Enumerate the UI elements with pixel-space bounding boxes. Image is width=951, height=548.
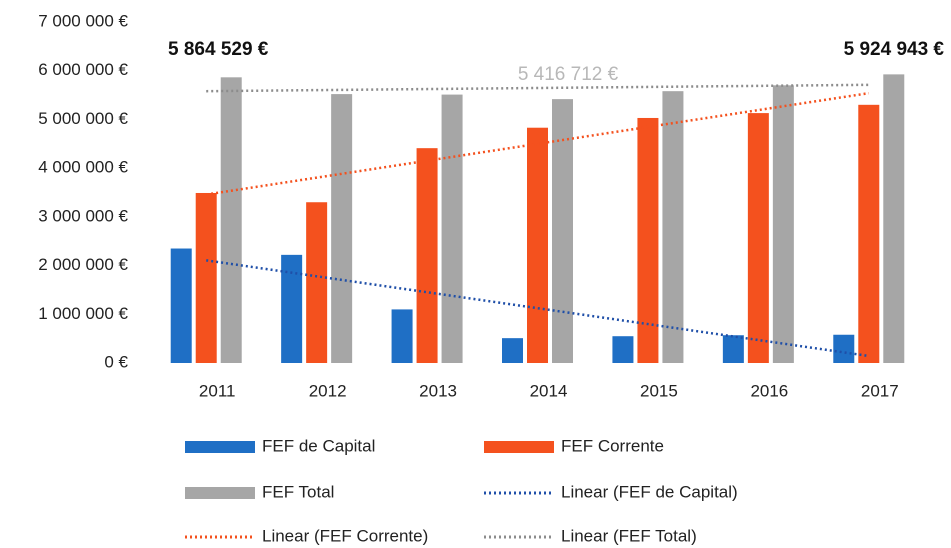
x-tick-label: 2012 bbox=[309, 381, 347, 400]
bar bbox=[306, 202, 328, 363]
y-tick-label: 3 000 000 € bbox=[38, 206, 128, 225]
bar bbox=[747, 113, 769, 364]
y-tick-label: 6 000 000 € bbox=[38, 60, 128, 79]
bar bbox=[858, 104, 880, 364]
y-tick-label: 4 000 000 € bbox=[38, 158, 128, 177]
legend-label: Linear (FEF de Capital) bbox=[561, 482, 738, 501]
legend-label: Linear (FEF Corrente) bbox=[262, 526, 428, 545]
legend-swatch bbox=[185, 487, 255, 499]
bar bbox=[331, 94, 353, 364]
x-tick-label: 2014 bbox=[530, 381, 568, 400]
y-tick-label: 2 000 000 € bbox=[38, 255, 128, 274]
annotation: 5 864 529 € bbox=[168, 39, 269, 60]
bar bbox=[883, 74, 905, 363]
y-tick-label: 1 000 000 € bbox=[38, 304, 128, 323]
bar bbox=[552, 99, 573, 363]
legend-swatch bbox=[484, 441, 554, 453]
trendline bbox=[206, 83, 869, 93]
bar bbox=[502, 338, 523, 363]
y-tick-label: 5 000 000 € bbox=[38, 109, 128, 128]
bar bbox=[220, 77, 242, 363]
bar bbox=[441, 94, 463, 363]
x-tick-label: 2011 bbox=[199, 381, 236, 400]
trendline bbox=[206, 91, 869, 196]
bar bbox=[391, 309, 413, 363]
legend-label: FEF Total bbox=[262, 482, 334, 501]
x-tick-label: 2016 bbox=[750, 381, 788, 400]
bar bbox=[662, 91, 684, 363]
bar bbox=[612, 336, 634, 363]
bar bbox=[195, 192, 217, 363]
y-tick-label: 0 € bbox=[104, 352, 128, 371]
bar bbox=[527, 127, 548, 364]
annotation: 5 924 943 € bbox=[844, 39, 945, 60]
bar bbox=[722, 335, 744, 363]
y-tick-label: 7 000 000 € bbox=[38, 11, 128, 30]
annotation: 5 416 712 € bbox=[518, 64, 619, 85]
x-tick-label: 2017 bbox=[861, 381, 899, 400]
legend-label: FEF Corrente bbox=[561, 436, 664, 455]
x-tick-label: 2013 bbox=[419, 381, 457, 400]
bar bbox=[281, 254, 303, 363]
bar bbox=[772, 85, 794, 363]
bar bbox=[416, 148, 438, 363]
bar bbox=[637, 117, 659, 364]
x-tick-label: 2015 bbox=[640, 381, 678, 400]
legend-label: FEF de Capital bbox=[262, 436, 375, 455]
legend-swatch bbox=[185, 441, 255, 453]
trendline bbox=[206, 259, 869, 358]
legend-label: Linear (FEF Total) bbox=[561, 526, 697, 545]
bar bbox=[833, 334, 855, 363]
bar bbox=[170, 248, 192, 363]
